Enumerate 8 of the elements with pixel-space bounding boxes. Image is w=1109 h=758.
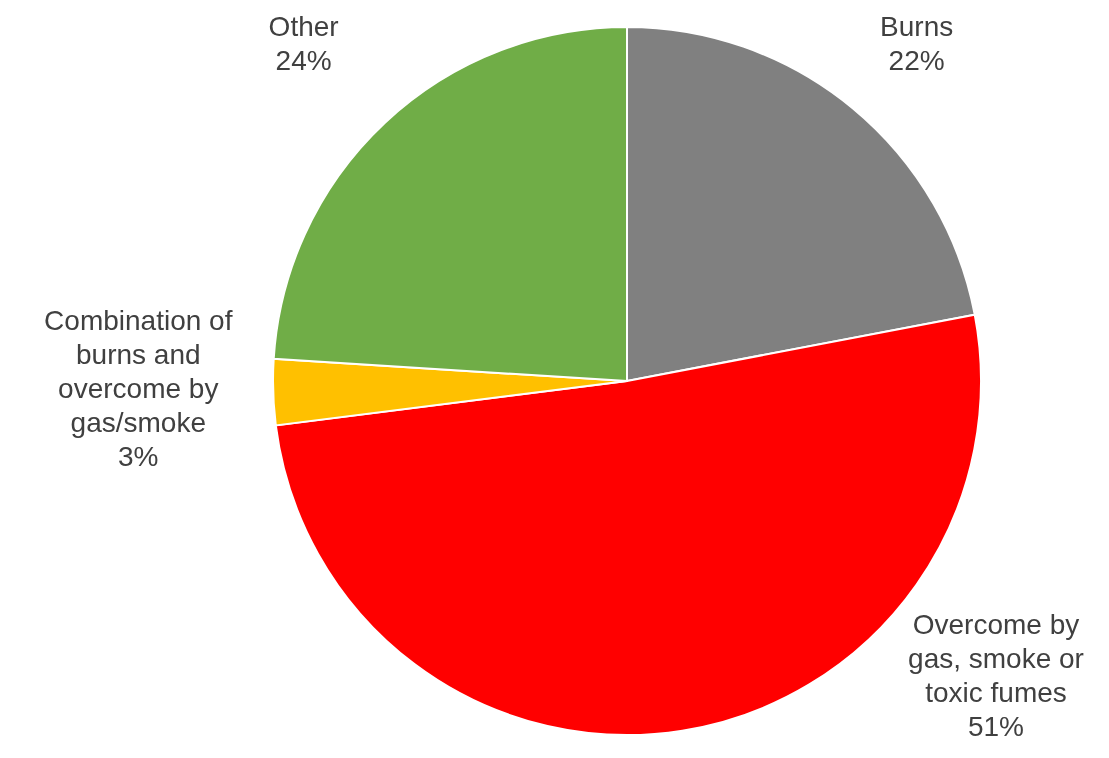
slice-label: Burns (880, 10, 954, 42)
data-label: 3% (118, 441, 159, 472)
data-label: 24% (275, 44, 332, 76)
slice-label: Other (268, 10, 339, 42)
data-label: 51% (967, 710, 1025, 742)
slice-label: Overcome by gas, smoke or toxic fumes (908, 608, 1084, 708)
slice-label: Combination of burns and overcome by gas/smoke (44, 305, 233, 438)
data-label: 22% (888, 44, 945, 76)
